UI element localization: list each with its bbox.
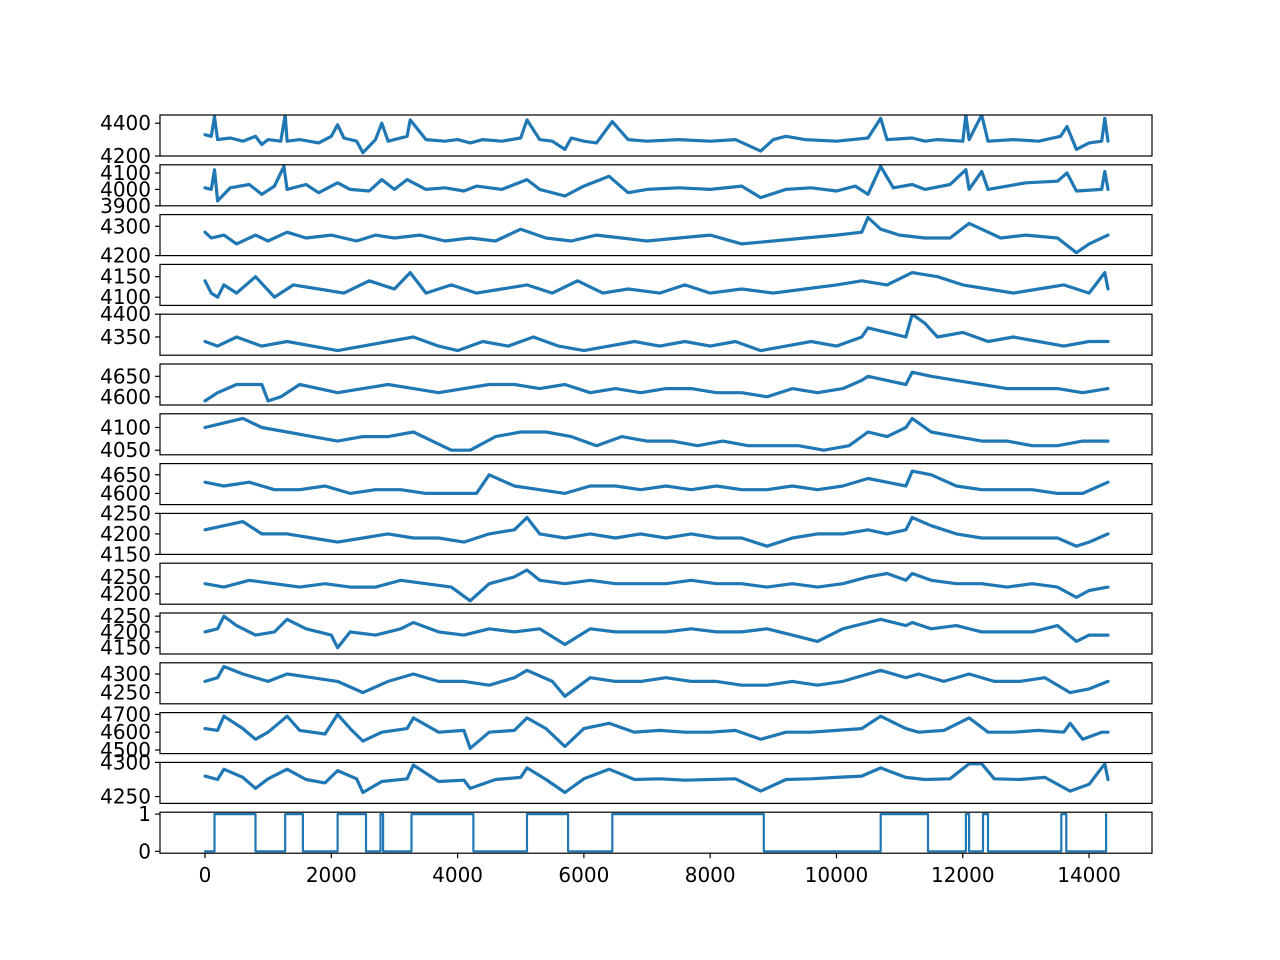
series-line-4 (203, 271, 1110, 299)
panel-frame-12 (159, 662, 1153, 705)
y-tick-label-15-1: 0 (138, 839, 151, 863)
panel-frame-7 (159, 413, 1153, 456)
y-tick-label-14-2: 4300 (100, 750, 151, 774)
panel-frame-11 (159, 612, 1153, 655)
y-tick-label-4-1: 4100 (100, 285, 151, 309)
series-line-5 (203, 314, 1110, 353)
subplot-stack: 4200440039004000410042004300410041504350… (100, 111, 1153, 863)
series-line-2 (203, 164, 1110, 203)
series-line-1 (203, 115, 1110, 155)
y-tick-label-14-1: 4250 (100, 785, 151, 809)
y-tick-label-3-2: 4300 (100, 214, 151, 238)
panel-frame-10 (159, 562, 1153, 605)
series-line-11 (203, 614, 1110, 650)
y-tick-label-6-1: 4600 (100, 385, 151, 409)
y-tick-label-8-2: 4650 (100, 463, 151, 487)
panel-frame-4 (159, 263, 1153, 306)
panel-frame-1 (159, 114, 1153, 157)
y-tick-label-5-2: 4400 (100, 302, 151, 326)
series-line-12 (203, 664, 1110, 698)
series-line-13 (203, 712, 1110, 750)
x-tick-label-7: 12000 (931, 863, 995, 887)
y-tick-label-13-3: 4700 (100, 702, 151, 726)
x-tick-label-1: 0 (199, 863, 212, 887)
y-tick-label-2-1: 3900 (100, 194, 151, 218)
subplot-14: 4250 4300 (100, 750, 1153, 809)
panel-frame-8 (159, 463, 1153, 506)
y-tick-label-1-1: 4200 (100, 144, 151, 168)
y-tick-label-3-1: 4200 (100, 244, 151, 268)
x-tick-label-2: 2000 (306, 863, 357, 887)
y-tick-label-7-1: 4050 (100, 438, 151, 462)
y-tick-label-9-1: 4150 (100, 542, 151, 566)
panel-frame-14 (159, 761, 1153, 805)
series-line-6 (203, 370, 1110, 403)
y-tick-label-13-2: 4600 (100, 720, 151, 744)
subplot-3: 4200 4300 (100, 214, 1153, 268)
x-tick-label-6: 10000 (805, 863, 869, 887)
y-tick-label-12-2: 4300 (100, 662, 151, 686)
series-line-3 (203, 215, 1110, 255)
panel-frame-9 (159, 512, 1153, 556)
y-tick-label-2-2: 4000 (100, 177, 151, 201)
y-tick-label-13-1: 4500 (100, 738, 151, 762)
y-tick-label-4-2: 4150 (100, 265, 151, 289)
x-axis: 0 2000 4000 6000 8000 10000 12000 14000 (199, 853, 1121, 887)
y-tick-label-6-2: 4650 (100, 364, 151, 388)
y-tick-label-1-2: 4400 (100, 111, 151, 135)
y-tick-label-15-2: 1 (138, 802, 151, 826)
panel-frame-13 (159, 711, 1153, 755)
subplot-15: 01 (138, 802, 1153, 863)
y-tick-label-9-3: 4250 (100, 501, 151, 525)
y-tick-label-10-1: 4200 (100, 582, 151, 606)
series-line-10 (203, 568, 1110, 603)
panel-frame-6 (159, 363, 1153, 406)
series-line-9 (203, 515, 1110, 548)
y-tick-label-10-2: 4250 (100, 565, 151, 589)
y-tick-label-12-1: 4250 (100, 681, 151, 705)
y-tick-label-2-3: 4100 (100, 161, 151, 185)
panel-frame-3 (159, 214, 1153, 257)
x-tick-label-3: 4000 (432, 863, 483, 887)
panel-frame-15 (159, 811, 1153, 854)
panel-frame-5 (159, 313, 1153, 356)
x-tick-label-4: 6000 (558, 863, 609, 887)
y-tick-label-11-2: 4200 (100, 620, 151, 644)
y-tick-label-11-3: 4250 (100, 604, 151, 628)
y-tick-label-11-1: 4150 (100, 636, 151, 660)
x-tick-label-8: 14000 (1057, 863, 1121, 887)
series-line-14 (203, 762, 1110, 795)
y-tick-label-8-1: 4600 (100, 481, 151, 505)
panel-frame-2 (159, 164, 1153, 207)
x-tick-label-5: 8000 (685, 863, 736, 887)
y-tick-label-9-2: 4200 (100, 522, 151, 546)
y-tick-label-5-1: 4350 (100, 325, 151, 349)
series-line-8 (203, 469, 1110, 495)
y-tick-label-7-2: 4100 (100, 415, 151, 439)
series-line-7 (203, 416, 1110, 452)
series-line-15 (203, 812, 1108, 853)
subplot-1: 4200 4400 (100, 111, 1153, 168)
